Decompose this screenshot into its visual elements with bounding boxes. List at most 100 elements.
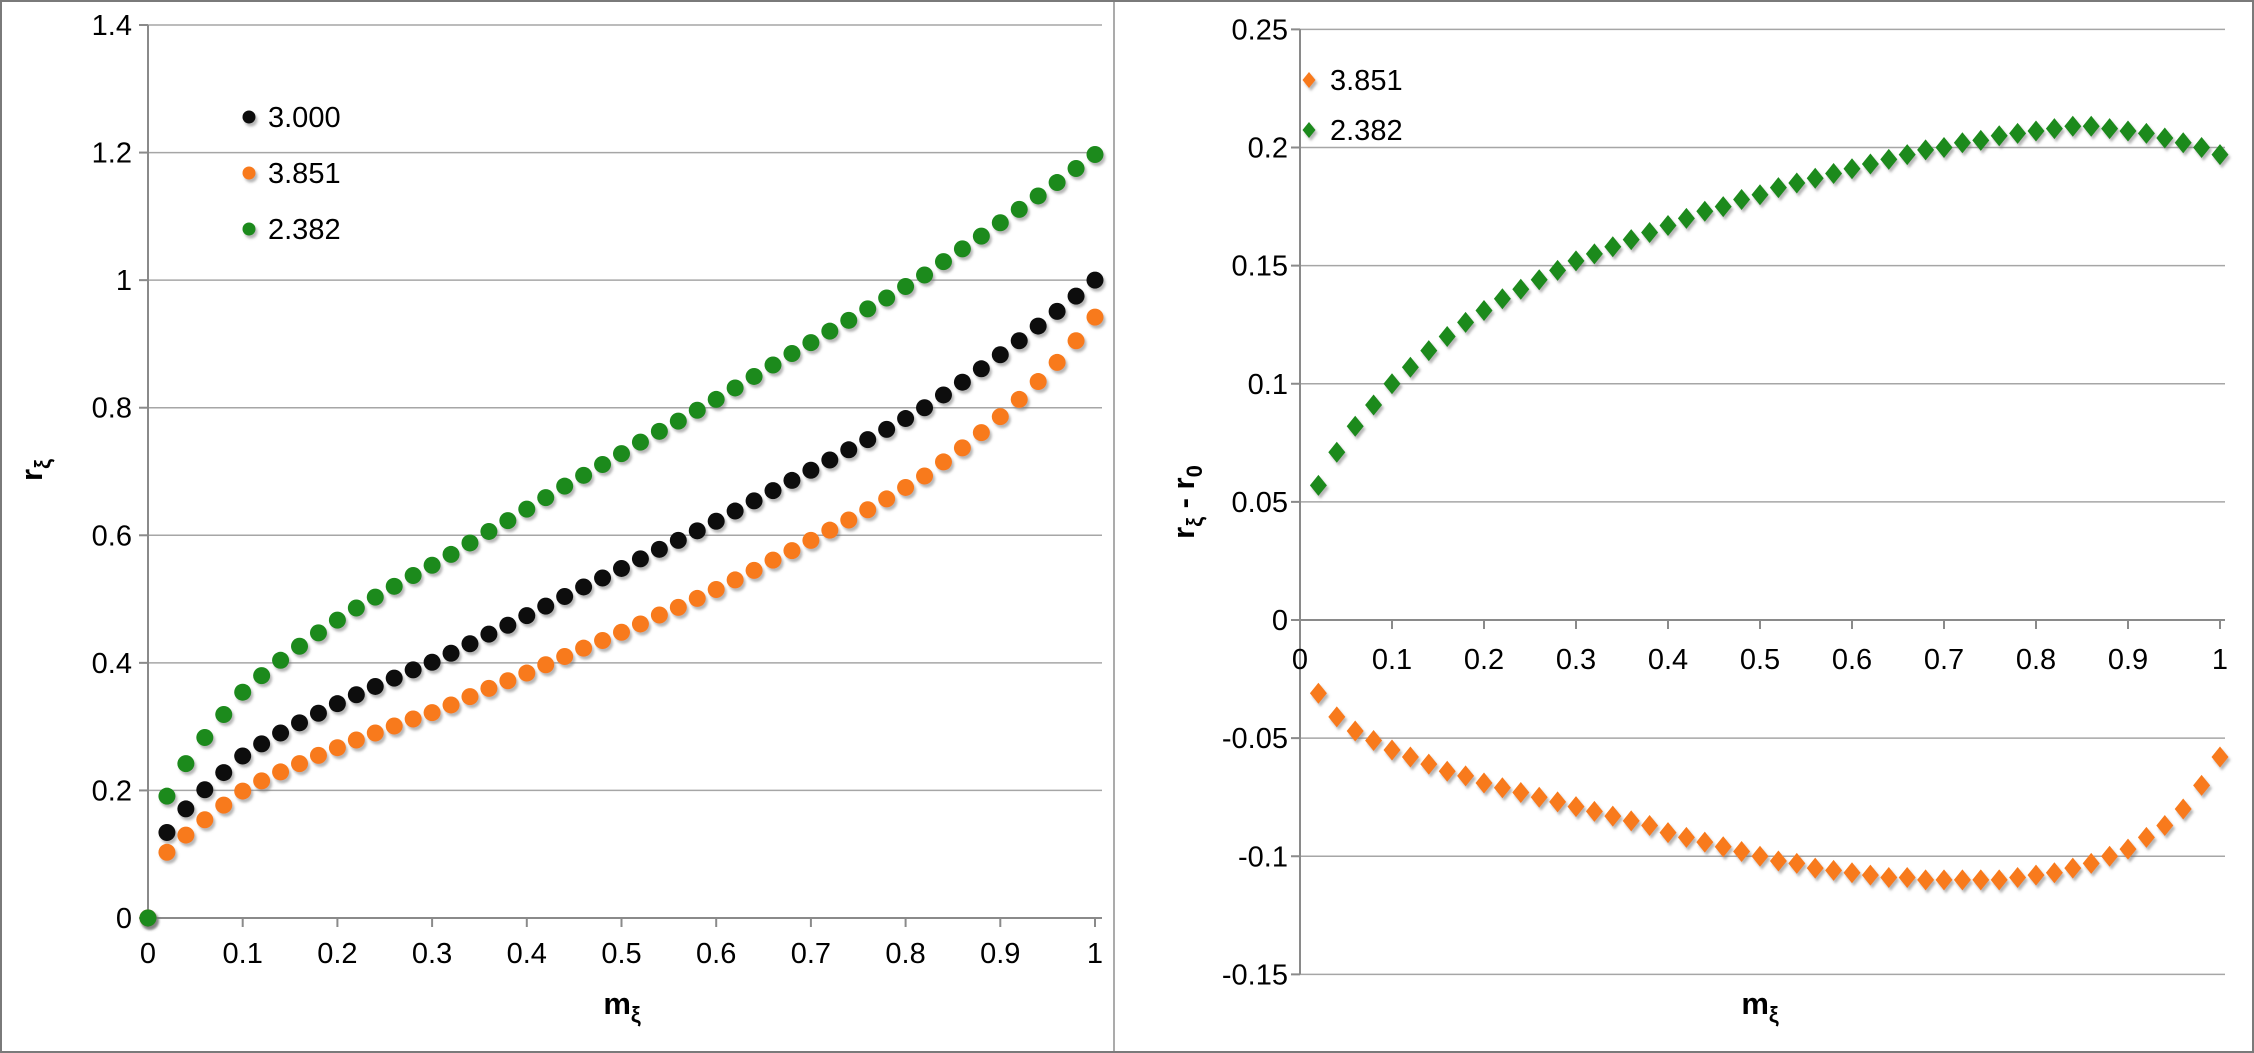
- data-point[interactable]: [1048, 174, 1066, 192]
- data-point[interactable]: [1935, 137, 1953, 158]
- data-point[interactable]: [688, 589, 706, 607]
- data-point[interactable]: [2137, 122, 2155, 144]
- data-point[interactable]: [556, 588, 574, 606]
- legend-marker-diamond[interactable]: [1302, 72, 1316, 88]
- data-point[interactable]: [291, 755, 309, 773]
- data-point[interactable]: [1861, 153, 1879, 175]
- data-point[interactable]: [1751, 184, 1769, 206]
- data-point[interactable]: [840, 311, 858, 329]
- data-point[interactable]: [291, 637, 309, 655]
- data-point[interactable]: [518, 664, 536, 682]
- data-point[interactable]: [669, 598, 687, 616]
- data-point[interactable]: [404, 710, 422, 728]
- data-point[interactable]: [821, 451, 839, 469]
- data-point[interactable]: [1696, 831, 1714, 853]
- data-point[interactable]: [309, 624, 327, 642]
- data-point[interactable]: [309, 704, 327, 722]
- data-point[interactable]: [1549, 259, 1567, 281]
- data-point[interactable]: [518, 500, 536, 518]
- data-point[interactable]: [272, 763, 290, 781]
- data-point[interactable]: [1714, 196, 1732, 218]
- data-point[interactable]: [726, 502, 744, 520]
- data-point[interactable]: [1935, 869, 1953, 891]
- data-point[interactable]: [594, 569, 612, 587]
- data-point[interactable]: [991, 346, 1009, 364]
- data-point[interactable]: [840, 441, 858, 459]
- data-point[interactable]: [1457, 765, 1475, 787]
- data-point[interactable]: [2009, 122, 2027, 144]
- data-point[interactable]: [1493, 777, 1511, 799]
- data-point[interactable]: [442, 696, 460, 714]
- data-point[interactable]: [215, 706, 233, 724]
- data-point[interactable]: [423, 556, 441, 574]
- data-point[interactable]: [196, 811, 214, 829]
- data-point[interactable]: [1530, 786, 1548, 808]
- data-point[interactable]: [2156, 815, 2174, 837]
- data-point[interactable]: [650, 540, 668, 558]
- data-point[interactable]: [631, 615, 649, 633]
- data-point[interactable]: [1972, 869, 1990, 891]
- data-point[interactable]: [366, 677, 384, 695]
- data-point[interactable]: [726, 379, 744, 397]
- data-point[interactable]: [1010, 390, 1028, 408]
- data-point[interactable]: [2119, 120, 2137, 142]
- data-point[interactable]: [1788, 172, 1806, 194]
- legend-marker-diamond[interactable]: [1302, 122, 1316, 138]
- data-point[interactable]: [859, 431, 877, 449]
- data-point[interactable]: [1383, 373, 1401, 395]
- data-point[interactable]: [139, 909, 157, 927]
- data-point[interactable]: [1953, 132, 1971, 154]
- data-point[interactable]: [859, 300, 877, 318]
- data-point[interactable]: [404, 566, 422, 584]
- data-point[interactable]: [556, 647, 574, 665]
- data-point[interactable]: [272, 651, 290, 669]
- data-point[interactable]: [234, 683, 252, 701]
- data-point[interactable]: [1029, 317, 1047, 335]
- data-point[interactable]: [2045, 862, 2063, 884]
- data-point[interactable]: [177, 755, 195, 773]
- data-point[interactable]: [1475, 300, 1493, 322]
- data-point[interactable]: [1641, 815, 1659, 837]
- data-point[interactable]: [1067, 287, 1085, 305]
- data-point[interactable]: [234, 782, 252, 800]
- data-point[interactable]: [783, 471, 801, 489]
- data-point[interactable]: [1917, 139, 1935, 161]
- data-point[interactable]: [726, 571, 744, 589]
- data-point[interactable]: [802, 334, 820, 352]
- data-point[interactable]: [480, 679, 498, 697]
- data-point[interactable]: [1733, 188, 1751, 210]
- data-point[interactable]: [442, 644, 460, 662]
- data-point[interactable]: [897, 278, 915, 296]
- data-point[interactable]: [1917, 869, 1935, 891]
- data-point[interactable]: [953, 373, 971, 391]
- data-point[interactable]: [897, 478, 915, 496]
- legend-marker-circle[interactable]: [242, 110, 256, 124]
- data-point[interactable]: [328, 611, 346, 629]
- data-point[interactable]: [1585, 243, 1603, 265]
- data-point[interactable]: [196, 728, 214, 746]
- data-point[interactable]: [385, 669, 403, 687]
- data-point[interactable]: [707, 512, 725, 530]
- data-point[interactable]: [1346, 415, 1364, 437]
- data-point[interactable]: [347, 686, 365, 704]
- data-point[interactable]: [878, 289, 896, 307]
- data-point[interactable]: [821, 322, 839, 340]
- data-point[interactable]: [669, 412, 687, 430]
- data-point[interactable]: [385, 577, 403, 595]
- data-point[interactable]: [1438, 326, 1456, 347]
- data-point[interactable]: [934, 386, 952, 404]
- data-point[interactable]: [1086, 271, 1104, 289]
- data-point[interactable]: [404, 661, 422, 679]
- data-point[interactable]: [1604, 236, 1622, 258]
- data-point[interactable]: [745, 367, 763, 385]
- data-point[interactable]: [1309, 474, 1327, 496]
- data-point[interactable]: [631, 433, 649, 451]
- data-point[interactable]: [1751, 845, 1769, 867]
- data-point[interactable]: [2027, 120, 2045, 142]
- data-point[interactable]: [234, 747, 252, 765]
- data-point[interactable]: [2193, 774, 2211, 796]
- data-point[interactable]: [934, 253, 952, 271]
- data-point[interactable]: [1990, 125, 2008, 147]
- data-point[interactable]: [1493, 288, 1511, 310]
- data-point[interactable]: [518, 607, 536, 625]
